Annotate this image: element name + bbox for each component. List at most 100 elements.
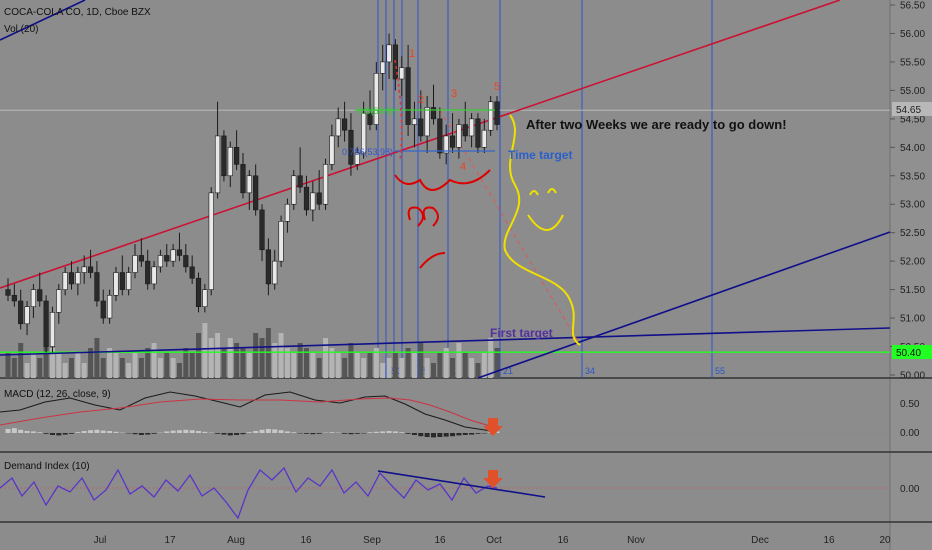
price-tick-label: 54.50 <box>900 114 925 125</box>
volume-bar <box>272 343 278 378</box>
volume-bar <box>348 343 354 378</box>
price-axis[interactable] <box>890 0 932 550</box>
time-axis-label: Aug <box>227 535 245 546</box>
macd-histogram-bar <box>373 431 379 433</box>
blue-rising-trendline[interactable] <box>477 231 891 379</box>
candle-body <box>265 249 271 285</box>
candle-body <box>475 118 481 148</box>
fib-retracement[interactable]: 0.5(54.6) 0.786(53.98) <box>342 106 495 157</box>
macd-histogram-bar <box>151 433 157 434</box>
candle-body <box>183 255 189 268</box>
macd-legend[interactable]: MACD (12, 26, close, 9) <box>4 389 111 400</box>
macd-histogram-bar <box>329 432 335 433</box>
macd-histogram-bar <box>272 429 278 433</box>
blue-top-left-line[interactable] <box>0 0 86 41</box>
macd-histogram-bar <box>278 430 284 433</box>
candle-body <box>443 135 449 154</box>
volume-bar <box>418 343 424 378</box>
time-axis-label: 17 <box>164 535 176 546</box>
macd-histogram-bar <box>202 431 208 433</box>
time-axis-label: 16 <box>300 535 312 546</box>
macd-histogram-bar <box>316 433 322 434</box>
candle-body <box>240 164 246 194</box>
volume-bar <box>75 353 81 378</box>
candle-body <box>126 272 132 290</box>
candle-body <box>113 272 119 296</box>
macd-histogram-bar <box>399 432 405 433</box>
candle-body <box>386 44 392 63</box>
macd-histogram-bar <box>189 430 195 433</box>
candle-body <box>399 67 405 80</box>
support-price-text: 50.40 <box>896 348 921 359</box>
fib-time-zone-label: 21 <box>503 366 513 376</box>
volume-bar <box>69 358 75 378</box>
candle-body <box>37 289 43 302</box>
elliott-wave-numbers: 1 2 3 4 5 <box>409 48 500 173</box>
blue-support-trendline[interactable] <box>0 327 891 356</box>
macd-histogram-bar <box>462 433 468 435</box>
candle-body <box>157 255 164 268</box>
volume-bar <box>145 348 151 378</box>
red-uptrend-line[interactable] <box>0 0 841 289</box>
volume-legend[interactable]: Vol (20) <box>4 24 38 35</box>
red-mouth-doodle <box>419 252 446 269</box>
demand-divergence-line[interactable] <box>377 470 546 498</box>
candle-body <box>49 312 56 347</box>
macd-histogram-bar <box>456 433 462 436</box>
candle-body <box>24 306 30 325</box>
macd-histogram-bar <box>475 433 481 434</box>
volume-bar <box>176 363 182 378</box>
red-scribble <box>394 169 491 191</box>
volume-bar <box>335 353 341 378</box>
volume-bar <box>157 358 163 378</box>
volume-bar <box>450 358 456 378</box>
macd-histogram-bar <box>424 433 430 437</box>
macd-line <box>0 391 498 433</box>
volume-bar <box>221 348 227 378</box>
volume-bar <box>138 358 144 378</box>
candle-body <box>418 118 424 137</box>
candle-body <box>297 175 303 188</box>
demand-legend[interactable]: Demand Index (10) <box>4 461 90 472</box>
candle-body <box>119 272 125 290</box>
volume-bar <box>469 358 475 378</box>
price-tick-label: 55.50 <box>900 57 925 68</box>
macd-histogram-bar <box>176 430 182 433</box>
candle-body <box>284 203 291 222</box>
wave-number-label: 2 <box>418 94 424 106</box>
macd-histogram-bar <box>75 432 81 433</box>
price-tick-label: 56.00 <box>900 29 925 40</box>
candle-body <box>354 152 360 165</box>
volume-bar <box>24 363 30 378</box>
price-tick-label: 53.50 <box>900 171 925 182</box>
candle-body <box>411 118 418 125</box>
candle-body <box>272 260 278 285</box>
macd-histogram-bar <box>227 433 233 436</box>
candle-body <box>208 192 214 290</box>
candle-body <box>405 67 411 125</box>
macd-histogram-bar <box>196 431 202 433</box>
candle-body <box>138 255 144 262</box>
time-target-label: Time target <box>508 148 572 162</box>
macd-histogram-bar <box>145 433 151 435</box>
volume-bar <box>107 348 113 378</box>
macd-histogram-bar <box>5 429 11 433</box>
candle-body <box>11 295 17 302</box>
macd-histogram-bar <box>367 432 373 433</box>
demand-index-pane[interactable]: 0.00 <box>0 466 920 520</box>
fib-time-zone-label: 13 <box>451 366 461 376</box>
candle-body <box>75 272 81 285</box>
candle-body <box>195 277 202 307</box>
volume-bar <box>132 353 138 378</box>
macd-histogram-bar <box>430 433 436 438</box>
price-tick-label: 52.00 <box>900 257 925 268</box>
volume-bar <box>94 338 100 378</box>
price-tick-label: 51.50 <box>900 285 925 296</box>
macd-histogram-bar <box>303 433 309 434</box>
volume-bar <box>354 353 360 378</box>
volume-bar <box>291 353 297 378</box>
support-price-badge: 50.40 <box>892 345 932 359</box>
macd-pane[interactable]: 0.50 0.00 <box>0 391 920 439</box>
symbol-legend[interactable]: COCA-COLA CO, 1D, Cboe BZX <box>4 7 151 18</box>
